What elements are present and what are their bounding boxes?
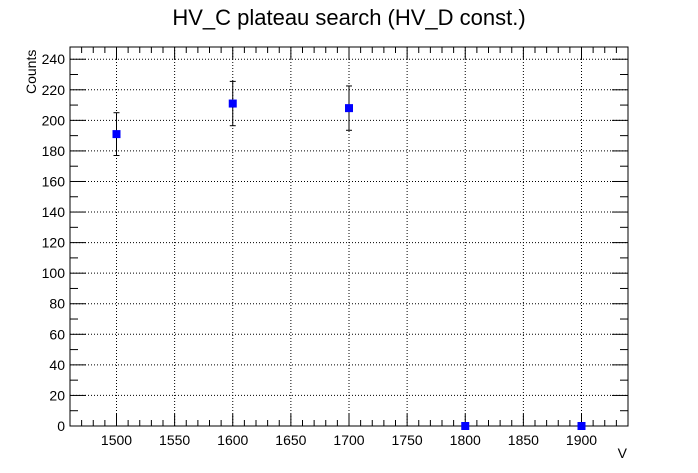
x-tick-labels: 1500 1550 1600 1650 1700 1750 1800 1850 1900: [101, 432, 597, 448]
y-tick-label: 100: [42, 265, 66, 281]
data-point: [228, 99, 237, 108]
data-point: [345, 104, 353, 113]
y-tick-label: 240: [42, 51, 66, 67]
y-tick-label: 60: [49, 326, 65, 342]
data-point: [577, 422, 586, 430]
x-tick-label: 1650: [275, 432, 306, 448]
x-tick-label: 1600: [217, 432, 248, 448]
y-tick-label: 40: [49, 357, 65, 373]
y-tick-labels: 0 20 40 60 80 100 120 140 160 180 200 220 240: [42, 51, 66, 434]
grid: [70, 47, 628, 426]
y-tick-label: 220: [42, 82, 66, 98]
data-points: [112, 80, 586, 430]
x-tick-label: 1900: [566, 432, 597, 448]
x-tick-label: 1500: [101, 432, 132, 448]
y-tick-label: 0: [57, 418, 65, 434]
y-tick-label: 160: [42, 173, 66, 189]
y-tick-label: 20: [49, 387, 65, 403]
y-tick-label: 120: [42, 235, 66, 251]
x-tick-label: 1550: [159, 432, 190, 448]
axis-ticks: [69, 47, 629, 427]
y-axis-label: Counts: [23, 50, 39, 94]
y-tick-label: 180: [42, 143, 66, 159]
y-tick-label: 140: [42, 204, 66, 220]
y-tick-label: 200: [42, 112, 66, 128]
chart-title: HV_C plateau search (HV_D const.): [172, 5, 525, 30]
x-tick-label: 1700: [333, 432, 364, 448]
y-tick-label: 80: [49, 296, 65, 312]
x-tick-label: 1750: [392, 432, 423, 448]
x-tick-label: 1850: [508, 432, 539, 448]
x-tick-label: 1800: [450, 432, 481, 448]
x-axis-label: V: [618, 445, 628, 461]
data-point: [112, 130, 121, 139]
data-point: [461, 422, 470, 430]
